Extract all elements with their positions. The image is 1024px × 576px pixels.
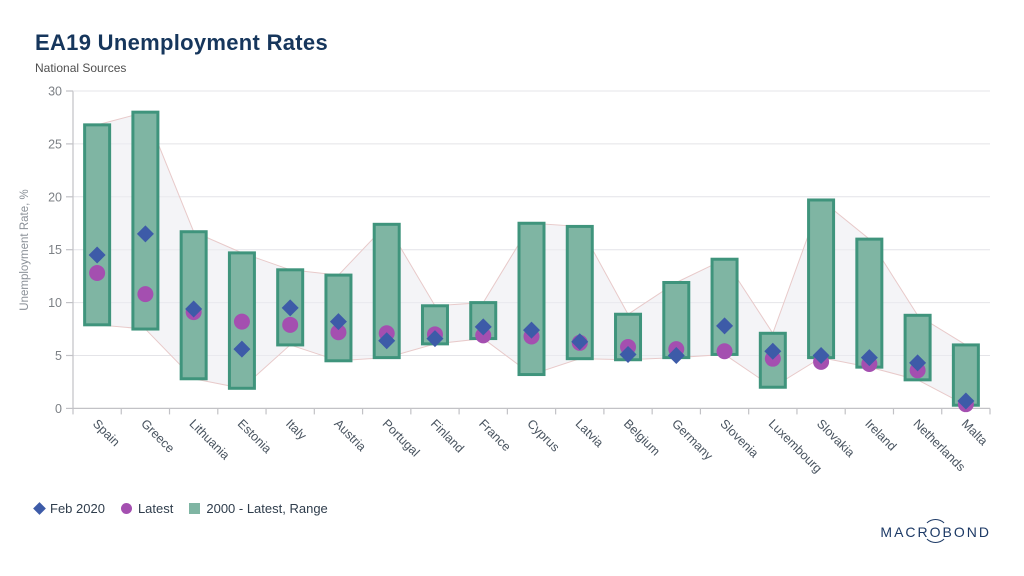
feb-2020-marker [136,225,154,243]
chart-legend: Feb 2020 Latest 2000 - Latest, Range [33,501,328,516]
range-bar [517,221,546,377]
x-axis-label: Malta [959,417,991,449]
feb-2020-marker [860,349,878,367]
x-axis-label: Greece [138,417,177,456]
feb-2020-marker [378,332,396,350]
x-axis-label: Germany [669,417,716,464]
feb-2020-marker [957,392,975,410]
x-axis-label: Lithuania [187,417,233,463]
legend-label: 2000 - Latest, Range [206,501,328,516]
y-tick-label: 25 [48,137,62,151]
legend-item-range: 2000 - Latest, Range [189,501,328,516]
feb-2020-marker [571,333,589,351]
logo-text: MACR [880,524,930,540]
legend-item-latest: Latest [120,501,174,516]
x-axis-label: Finland [428,417,467,456]
feb-2020-marker [716,317,734,335]
x-axis-label: Estonia [235,417,274,456]
y-tick-label: 30 [48,85,62,99]
x-axis-label: Latvia [573,417,607,451]
x-axis-label: France [476,417,513,454]
y-axis-title: Unemployment Rate, % [19,189,31,310]
legend-label: Latest [137,501,174,516]
feb-2020-marker [474,318,492,336]
page-subtitle: National Sources [35,61,127,75]
x-axis-label: Belgium [621,417,663,459]
y-tick-label: 0 [55,402,62,416]
x-axis-label: Portugal [380,417,423,460]
page-title: EA19 Unemployment Rates [35,30,328,55]
feb-2020-marker [233,340,251,358]
y-tick-label: 20 [48,190,62,204]
x-axis-label: Ireland [862,417,899,454]
x-axis-label: Austria [331,417,368,454]
legend-item-feb-2020: Feb 2020 [33,501,105,516]
feb-2020-marker [619,345,637,363]
latest-marker [137,286,154,303]
feb-2020-marker [523,321,540,339]
range-bar [710,257,739,356]
legend-label: Feb 2020 [50,501,105,516]
feb-2020-marker [185,300,203,318]
latest-marker [716,343,733,360]
feb-2020-marker [812,347,830,364]
x-axis-label: Italy [283,417,310,444]
feb-2020-marker [909,354,927,372]
range-bar [324,273,353,363]
feb-2020-marker [667,347,685,364]
logo-text: O [929,524,943,540]
range-bar [855,237,884,369]
range-bar [83,123,112,327]
latest-marker [330,324,347,341]
macrobond-logo: MACROBOND [880,519,991,543]
latest-marker [282,316,299,333]
x-axis-label: Cyprus [524,417,562,455]
feb-2020-marker [329,313,347,331]
diamond-marker-icon [33,502,46,515]
circle-marker-icon [120,503,132,514]
y-tick-label: 15 [48,243,62,257]
latest-marker [89,264,106,281]
logo-text: BOND [942,524,991,540]
latest-marker [233,313,250,330]
x-axis-label: Slovenia [717,417,761,461]
x-axis-label: Spain [90,417,123,450]
x-axis-label: Slovakia [814,417,857,460]
logo-o-emblem: O [922,519,948,543]
feb-2020-marker [281,299,299,317]
y-tick-label: 10 [48,296,62,310]
feb-2020-marker [764,342,782,360]
feb-2020-marker [426,330,444,348]
y-tick-label: 5 [55,349,62,363]
range-marker-icon [189,503,201,514]
range-bar [807,198,836,360]
feb-2020-marker [88,246,106,264]
